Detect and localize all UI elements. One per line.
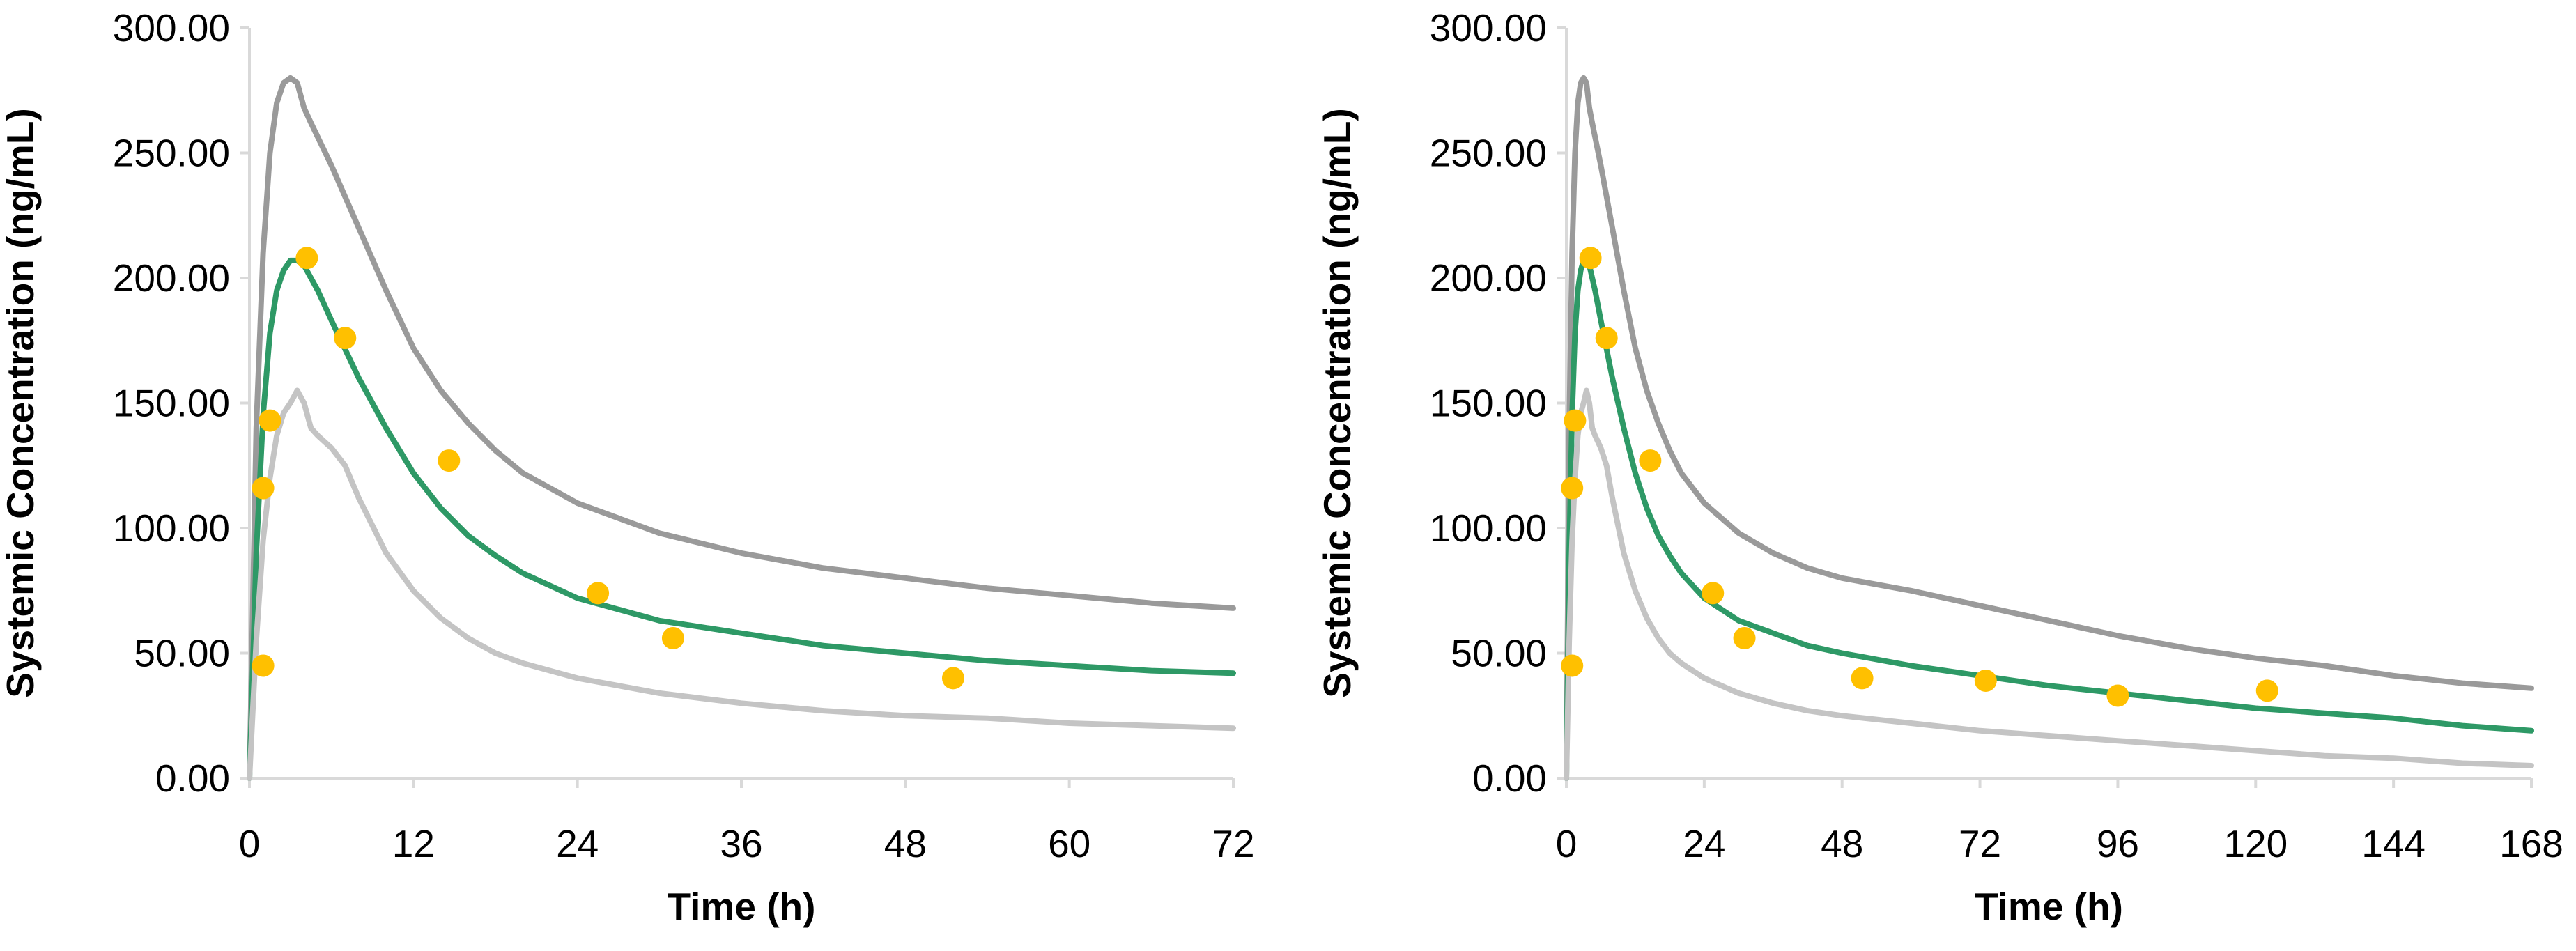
right-x-tick-label: 0 [1556,822,1578,865]
left-series-lower-line [247,387,1236,781]
right-observed-point [2106,684,2129,707]
right-observed-point [1579,247,1602,270]
right-series-lower-line [1564,387,2534,781]
right-observed-point [2255,679,2278,702]
right-chart: 0.00 50.00 100.00 150.00 200.00 250.00 300.00 0… [1316,6,2563,928]
left-chart: 0.00 50.00 100.00 150.00 200.00 250.00 300.00 0… [0,6,1255,928]
right-y-axis-title: Systemic Concentration (ng/mL) [1316,108,1359,697]
left-y-axis-title: Systemic Concentration (ng/mL) [0,108,42,697]
left-y-tick-label: 0.00 [155,757,230,800]
left-observed-point [438,449,461,472]
left-chart-panel: 0.00 50.00 100.00 150.00 200.00 250.00 300.00 0… [0,6,1255,928]
right-observed-point [1851,667,1874,690]
right-series-median-line [1564,257,2534,781]
right-x-tick-label: 72 [1959,822,2001,865]
left-x-tick-label: 0 [239,822,261,865]
left-observed-point [587,582,610,605]
right-x-tick-label: 48 [1821,822,1863,865]
right-x-tick-label: 144 [2361,822,2425,865]
left-x-tick-label: 48 [884,822,927,865]
right-y-tick-label: 200.00 [1430,256,1547,300]
right-observed-point [1733,626,1756,649]
right-observed-point [1595,327,1618,350]
right-x-tick-label: 120 [2223,822,2288,865]
left-observed-point [334,327,357,350]
left-x-tick-label: 36 [720,822,762,865]
right-observed-point [1702,582,1725,605]
right-x-tick-label: 168 [2499,822,2563,865]
right-y-tick-label: 300.00 [1430,6,1547,49]
right-x-tick-label: 96 [2097,822,2139,865]
left-series-upper-line [247,75,1236,781]
right-y-tick-label: 50.00 [1451,632,1547,675]
right-chart-panel: 0.00 50.00 100.00 150.00 200.00 250.00 300.00 0… [1288,0,2576,951]
left-observed-point [252,477,275,500]
right-y-tick-label: 150.00 [1430,382,1547,425]
right-observed-point [1564,409,1587,432]
left-observed-point [252,654,275,677]
left-observed-point [941,667,964,690]
right-observed-point [1639,449,1662,472]
right-y-tick-label: 0.00 [1472,757,1547,800]
left-observed-point [259,409,281,432]
left-x-tick-label: 24 [556,822,599,865]
left-observed-point [661,626,684,649]
left-observed-point [295,247,318,270]
left-y-tick-label: 100.00 [113,507,230,550]
left-y-tick-label: 300.00 [113,6,230,49]
right-series-upper-line [1564,75,2534,781]
right-y-tick-label: 250.00 [1430,132,1547,175]
right-observed-point [1561,654,1584,677]
right-x-axis-title: Time (h) [1975,885,2123,928]
left-x-tick-label: 12 [392,822,435,865]
left-y-tick-label: 250.00 [113,132,230,175]
right-y-tick-label: 100.00 [1430,507,1547,550]
left-y-tick-label: 200.00 [113,256,230,300]
left-x-tick-label: 72 [1212,822,1254,865]
left-y-tick-label: 150.00 [113,382,230,425]
left-y-tick-label: 50.00 [134,632,230,675]
left-series-median-line [247,257,1236,781]
right-observed-point [1561,477,1584,500]
left-x-tick-label: 60 [1048,822,1090,865]
right-observed-point [1974,669,1997,692]
right-x-tick-label: 24 [1683,822,1725,865]
left-x-axis-title: Time (h) [668,885,816,928]
